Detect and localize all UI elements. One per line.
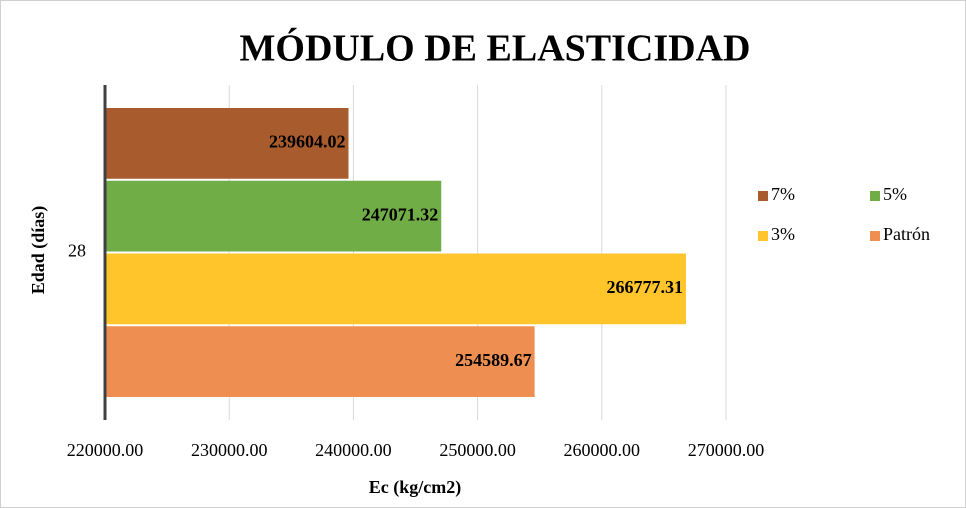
- legend-label: 7%: [771, 184, 795, 204]
- x-tick-label: 250000.00: [439, 440, 516, 460]
- x-axis-label: Ec (kg/cm2): [369, 477, 461, 498]
- bar: [105, 180, 442, 252]
- x-tick-label: 240000.00: [315, 440, 392, 460]
- bar: [105, 108, 349, 179]
- bar: [105, 326, 535, 397]
- legend-label: 3%: [771, 224, 795, 244]
- x-tick-label: 260000.00: [564, 440, 641, 460]
- legend-swatch: [870, 231, 880, 241]
- data-label: 247071.32: [362, 204, 439, 224]
- legend-label: 5%: [883, 184, 907, 204]
- x-tick-label: 230000.00: [191, 440, 268, 460]
- data-label: 254589.67: [455, 350, 532, 370]
- y-axis-label: Edad (días): [28, 206, 49, 295]
- y-tick-label: 28: [68, 241, 86, 261]
- data-label: 266777.31: [606, 277, 683, 297]
- x-tick-label: 270000.00: [688, 440, 765, 460]
- x-tick-label: 220000.00: [67, 440, 144, 460]
- legend-label: Patrón: [883, 224, 930, 244]
- data-label: 239604.02: [269, 132, 346, 152]
- legend-swatch: [758, 231, 768, 241]
- chart-title: MÓDULO DE ELASTICIDAD: [240, 28, 751, 70]
- legend-swatch: [870, 191, 880, 201]
- legend-swatch: [758, 191, 768, 201]
- bar: [105, 253, 686, 325]
